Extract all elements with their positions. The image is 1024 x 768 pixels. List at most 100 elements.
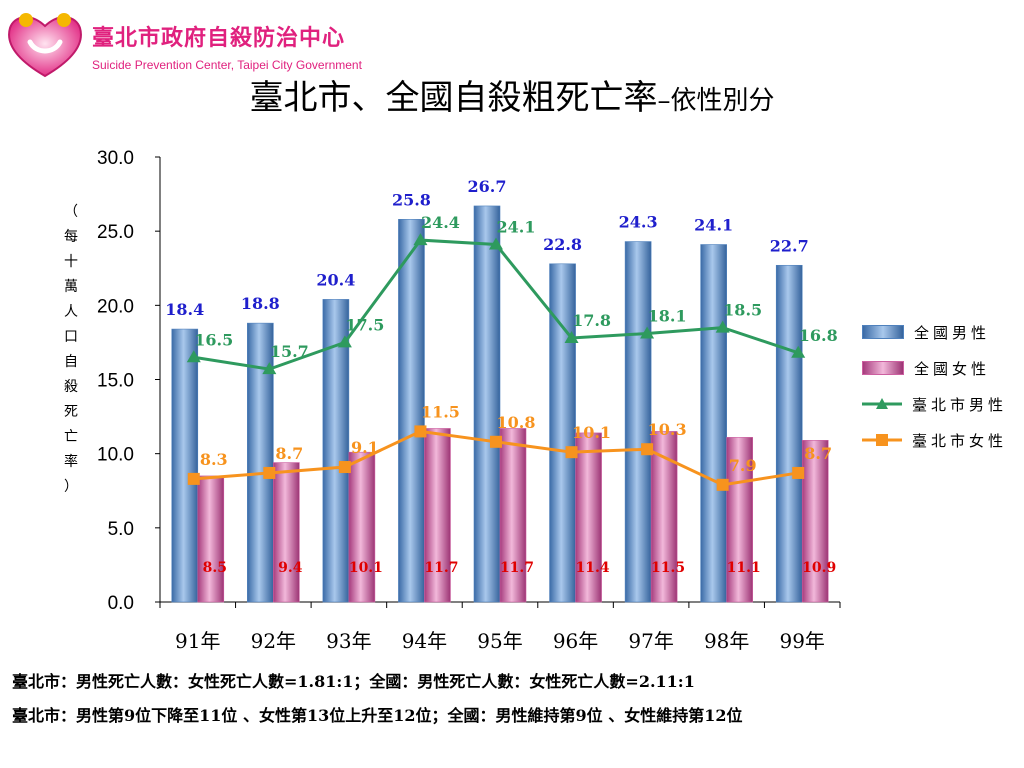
y-tick-label: 25.0 [97, 222, 134, 243]
data-label-taipei-male: 16.8 [799, 326, 838, 345]
legend-item: 臺北市女性 [862, 422, 1022, 458]
data-label-taipei-male: 17.5 [345, 315, 384, 334]
data-label-national-female: 11.7 [424, 560, 458, 576]
marker-taipei-male [186, 350, 201, 363]
data-label-national-female: 10.9 [802, 560, 836, 576]
data-label-taipei-female: 9.1 [351, 438, 379, 457]
legend-label: 全國女性 [914, 359, 991, 378]
data-label-taipei-male: 17.8 [572, 311, 611, 330]
marker-taipei-female [263, 466, 276, 479]
legend-swatch [862, 433, 902, 447]
legend-swatch [862, 397, 902, 411]
x-tick-label: 99年 [779, 629, 824, 653]
marker-taipei-female [641, 443, 654, 456]
bar-national-male [549, 263, 576, 603]
organization-name: 臺北市政府自殺防治中心 [92, 26, 346, 51]
data-label-taipei-female: 10.8 [497, 413, 536, 432]
marker-taipei-male [715, 320, 730, 333]
bar-national-female [348, 451, 376, 603]
data-label-taipei-female: 8.3 [200, 450, 228, 469]
marker-taipei-female [187, 472, 200, 485]
data-label-taipei-female: 8.7 [804, 444, 832, 463]
marker-taipei-female [414, 425, 427, 438]
data-label-national-male: 25.8 [392, 190, 431, 209]
bar-national-male [473, 205, 501, 603]
y-tick-label: 0.0 [108, 593, 134, 614]
marker-taipei-female [565, 446, 578, 459]
bar-national-male [171, 328, 199, 603]
marker-taipei-female [338, 461, 351, 474]
x-tick-label: 95年 [477, 629, 522, 653]
data-label-national-male: 18.8 [241, 294, 280, 313]
data-label-national-female: 8.5 [203, 560, 227, 576]
x-tick-label: 98年 [704, 629, 749, 653]
x-tick-label: 97年 [628, 629, 673, 653]
marker-taipei-male [564, 330, 579, 343]
data-label-national-female: 11.4 [576, 560, 610, 576]
marker-taipei-male [413, 233, 428, 246]
bar-national-female [499, 428, 527, 603]
data-label-taipei-male: 18.5 [723, 301, 762, 320]
bar-national-male [775, 264, 803, 603]
suicide-prevention-center-logo [8, 13, 82, 78]
x-tick-label: 94年 [402, 629, 447, 653]
bar-national-female [801, 440, 829, 603]
chart-legend: 全國男性全國女性臺北市男性臺北市女性 [862, 314, 1022, 458]
data-label-national-male: 26.7 [468, 177, 507, 196]
data-label-national-male: 22.7 [770, 236, 809, 255]
marker-taipei-male [640, 326, 655, 339]
marker-taipei-male [337, 335, 352, 348]
title-sub: –依性別分 [657, 86, 775, 116]
y-tick-label: 15.0 [97, 371, 134, 392]
data-label-taipei-female: 8.7 [275, 444, 303, 463]
y-tick-label: 20.0 [97, 296, 134, 317]
data-label-taipei-female: 7.9 [729, 456, 757, 475]
bar-national-female [424, 428, 451, 603]
legend-item: 全國男性 [862, 314, 1022, 350]
legend-label: 臺北市男性 [912, 395, 1008, 414]
legend-swatch [862, 361, 904, 375]
legend-item: 臺北市男性 [862, 386, 1022, 422]
marker-taipei-female [792, 466, 805, 479]
data-label-taipei-male: 15.7 [270, 342, 309, 361]
page-title: 臺北市、全國自殺粗死亡率–依性別分 [0, 70, 1024, 119]
chart: 0.0 5.0 10.0 15.0 20.0 25.0 30.0 91年 92年 93年 94年 95… [97, 148, 841, 653]
data-label-taipei-male: 24.1 [497, 218, 536, 237]
data-label-taipei-male: 24.4 [421, 213, 460, 232]
legend-label: 臺北市女性 [912, 431, 1008, 450]
bar-national-female [726, 437, 753, 603]
bar-national-male [624, 241, 652, 603]
legend-swatch [862, 325, 904, 339]
marker-taipei-male [791, 345, 806, 358]
data-label-national-female: 11.1 [727, 560, 761, 576]
data-label-national-female: 9.4 [278, 560, 303, 576]
data-label-taipei-male: 18.1 [648, 307, 687, 326]
bar-national-female [575, 432, 602, 603]
organization-name-english: Suicide Prevention Center, Taipei City G… [92, 58, 362, 72]
title-main: 臺北市、全國自殺粗死亡率 [249, 78, 658, 118]
data-label-taipei-female: 10.3 [648, 420, 687, 439]
x-tick-label: 92年 [251, 629, 296, 653]
marker-taipei-male [262, 362, 277, 375]
x-tick-label: 91年 [175, 629, 220, 653]
bar-national-male [700, 244, 727, 603]
note-death-ratio: 臺北市：男性死亡人數：女性死亡人數=1.81:1；全國：男性死亡人數：女性死亡人… [12, 672, 695, 691]
marker-taipei-male [489, 237, 503, 250]
note-ranking: 臺北市：男性第9位下降至11位 、女性第13位上升至12位；全國：男性維持第9位… [12, 706, 743, 725]
data-label-taipei-male: 16.5 [194, 330, 233, 349]
x-tick-label: 93年 [326, 629, 371, 653]
x-tick-label: 96年 [553, 629, 598, 653]
data-label-national-female: 11.7 [500, 560, 534, 576]
bar-national-male [398, 219, 425, 603]
data-label-national-female: 10.1 [349, 560, 383, 576]
y-tick-label: 30.0 [97, 148, 134, 169]
data-label-taipei-female: 11.5 [421, 402, 460, 421]
bar-national-female [273, 462, 300, 603]
data-label-taipei-female: 10.1 [572, 423, 611, 442]
data-label-national-male: 24.1 [694, 216, 733, 235]
legend-label: 全國男性 [914, 323, 991, 342]
marker-taipei-female [716, 478, 729, 491]
data-label-national-male: 20.4 [316, 270, 355, 289]
bar-national-female [197, 475, 225, 603]
data-label-national-male: 18.4 [165, 300, 204, 319]
